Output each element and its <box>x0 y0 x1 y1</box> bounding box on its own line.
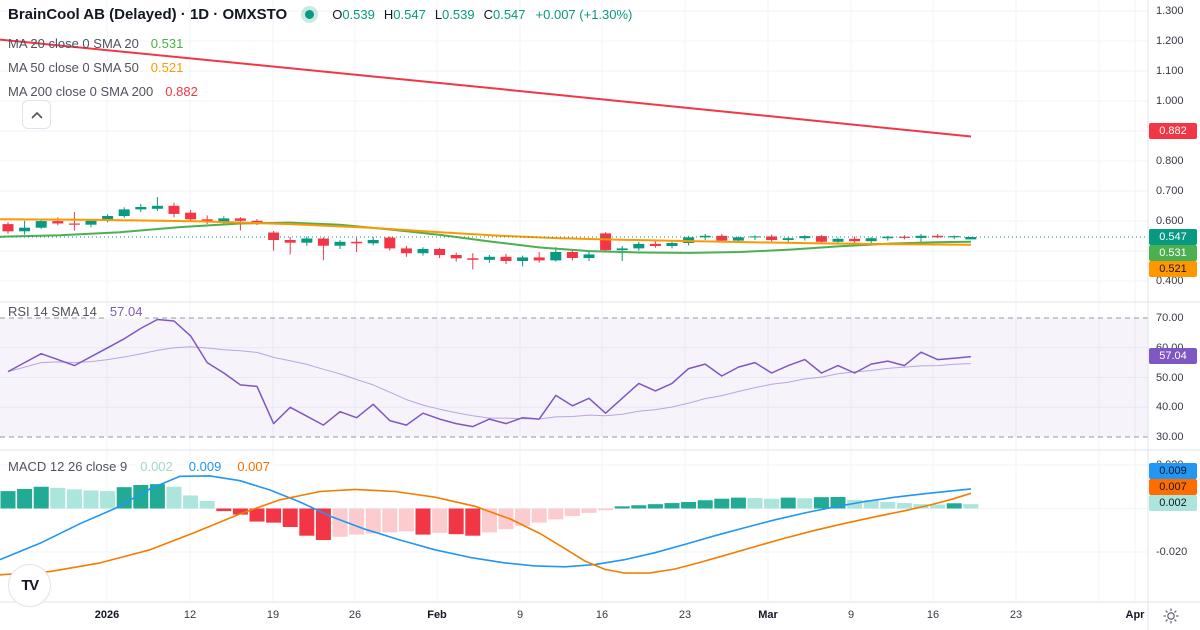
price-badge: 0.521 <box>1149 261 1197 277</box>
ma50-value: 0.521 <box>148 60 186 75</box>
ohlc-values: O0.539 H0.547 L0.539 C0.547 <box>332 7 526 22</box>
rsi-label: RSI 14 SMA 14 <box>8 304 97 319</box>
symbol-title[interactable]: BrainCool AB (Delayed) · 1D · OMXSTO <box>8 6 288 23</box>
gear-icon[interactable] <box>1162 607 1180 625</box>
time-tick-label: 23 <box>678 609 692 621</box>
price-badge: 0.007 <box>1149 479 1197 495</box>
axis-tick-label: 0.600 <box>1156 215 1184 228</box>
ma50-label: MA 50 close 0 SMA 50 <box>8 60 139 75</box>
legend-row-ma20: MA 20 close 0 SMA 20 0.531 <box>8 36 186 51</box>
ma200-value: 0.882 <box>163 84 200 99</box>
time-tick-label: 16 <box>595 609 609 621</box>
axis-tick-label: 0.800 <box>1156 155 1184 168</box>
axis-tick-label: 0.700 <box>1156 185 1184 198</box>
chart-header: BrainCool AB (Delayed) · 1D · OMXSTO O0.… <box>8 6 632 23</box>
change-value: +0.007 (+1.30%) <box>535 7 633 22</box>
time-tick-label: 9 <box>516 609 524 621</box>
ma20-value: 0.531 <box>148 36 186 51</box>
ma50-line <box>0 218 972 246</box>
legend-row-macd: MACD 12 26 close 9 0.002 0.009 0.007 <box>8 459 273 474</box>
axis-tick-label: 1.100 <box>1156 65 1184 78</box>
macd-label: MACD 12 26 close 9 <box>8 459 128 474</box>
axis-tick-label: 70.00 <box>1156 312 1184 324</box>
ma200-label: MA 200 close 0 SMA 200 <box>8 84 154 99</box>
ma200-line <box>0 38 972 138</box>
rsi-value: 57.04 <box>106 304 146 319</box>
time-tick-label: Mar <box>758 609 778 621</box>
price-badge: 0.002 <box>1149 495 1197 511</box>
price-badge: 57.04 <box>1149 348 1197 364</box>
rsi-line <box>7 318 971 428</box>
time-tick-label: 26 <box>348 609 362 621</box>
time-tick-label: 12 <box>183 609 197 621</box>
collapse-legend-button[interactable] <box>22 100 51 129</box>
ma20-label: MA 20 close 0 SMA 20 <box>8 36 139 51</box>
axis-tick-label: 1.300 <box>1156 5 1184 18</box>
axis-tick-label: 1.000 <box>1156 95 1184 108</box>
macd-signal-line <box>0 488 972 576</box>
tradingview-logo[interactable]: TV <box>8 564 51 607</box>
rsi-band <box>0 317 1148 438</box>
low-value: 0.539 <box>442 7 475 22</box>
macd-hist-value: 0.002 <box>137 459 176 474</box>
axis-tick-label: -0.020 <box>1156 546 1188 558</box>
market-status-icon <box>305 10 315 19</box>
axis-tick-label: 40.00 <box>1156 401 1184 414</box>
macd-line <box>0 475 972 568</box>
axis-tick-label: 30.00 <box>1156 431 1184 443</box>
time-tick-label: Apr <box>1125 609 1145 621</box>
axis-tick-label: 50.00 <box>1156 371 1184 384</box>
close-value: 0.547 <box>492 7 526 22</box>
time-tick-label: 9 <box>847 609 855 621</box>
open-value: 0.539 <box>342 7 375 22</box>
macd-signal-value: 0.007 <box>234 459 273 474</box>
price-badge: 0.531 <box>1149 245 1197 261</box>
grid <box>0 0 1148 602</box>
ma20-line <box>0 221 972 254</box>
time-tick-label: Feb <box>427 609 447 621</box>
price-badge: 0.547 <box>1149 229 1197 245</box>
macd-line-value: 0.009 <box>185 459 225 474</box>
axis-tick-label: 1.200 <box>1156 35 1184 48</box>
legend-row-rsi: RSI 14 SMA 14 57.04 <box>8 304 146 319</box>
time-tick-label: 23 <box>1009 609 1023 621</box>
time-tick-label: 2026 <box>94 609 120 621</box>
high-value: 0.547 <box>393 7 426 22</box>
axis-tick-label: 0.400 <box>1156 275 1184 288</box>
price-badge: 0.009 <box>1149 463 1197 479</box>
legend-row-ma50: MA 50 close 0 SMA 50 0.521 <box>8 60 186 75</box>
legend-row-ma200: MA 200 close 0 SMA 200 0.882 <box>8 84 200 99</box>
price-badge: 0.882 <box>1149 123 1197 139</box>
rsi-sma-line <box>7 346 971 420</box>
candles-series <box>2 197 977 270</box>
time-tick-label: 16 <box>926 609 940 621</box>
time-tick-label: 19 <box>266 609 280 621</box>
chevron-up-icon <box>31 111 42 118</box>
